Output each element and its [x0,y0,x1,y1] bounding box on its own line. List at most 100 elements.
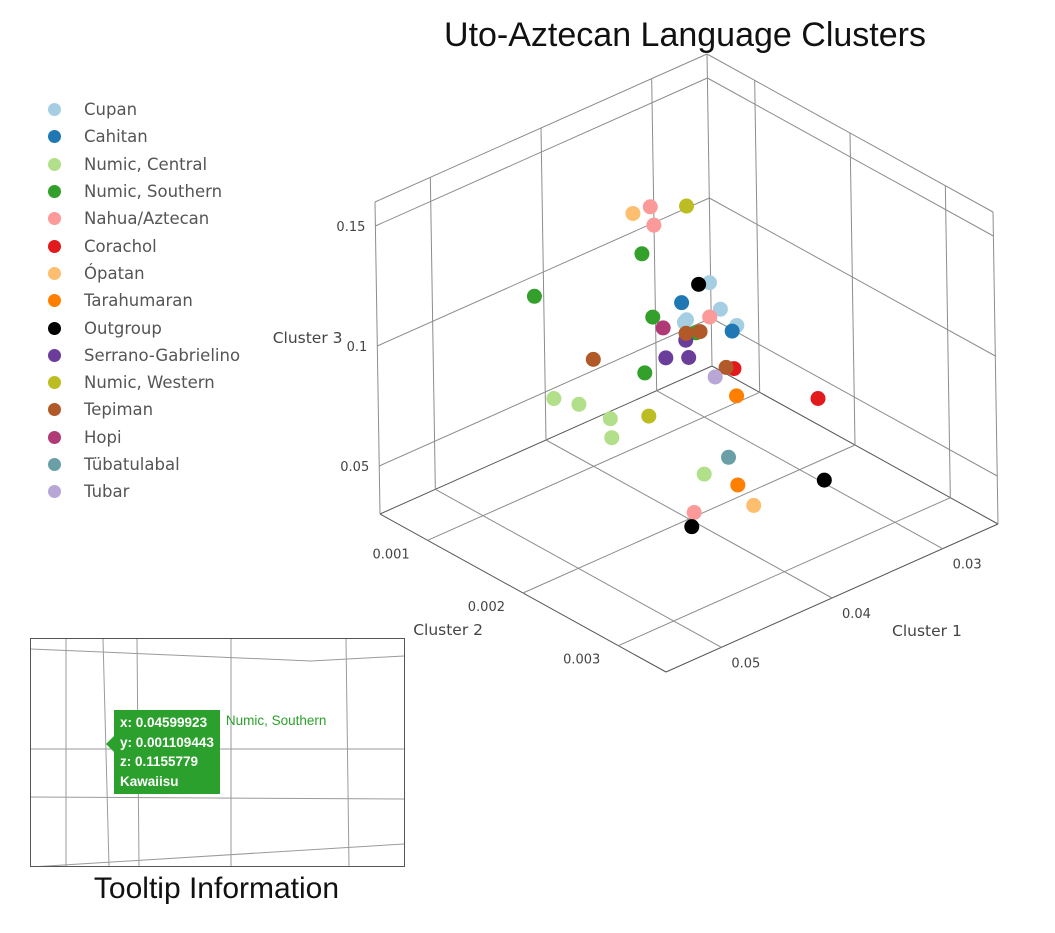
legend-label: Corachol [84,236,157,256]
wall-grid-x [429,177,436,490]
legend-label: Ópatan [84,263,145,283]
legend-swatch [48,239,61,253]
inset-grid-line [310,655,404,662]
x-axis-title: Cluster 1 [892,622,962,640]
data-point[interactable]: Tepiman [718,359,734,375]
floor-grid-y [427,391,760,541]
wall-grid-z [707,77,994,237]
legend-item[interactable]: Tubar [48,478,240,505]
data-point[interactable]: Tarahumaran [730,477,746,493]
data-point[interactable]: Numic, Central [546,391,562,407]
data-point[interactable]: Numic, Central [604,430,620,446]
legend-swatch [48,485,61,499]
data-point[interactable]: Numic, Southern [637,365,653,381]
data-point[interactable]: Numic, Southern [526,288,542,304]
legend-swatch [48,348,61,362]
floor-grid-y [522,444,856,594]
legend: Cupan Cahitan Numic, Central Numic, Souther… [48,96,240,505]
data-point[interactable]: Numic, Western [641,408,657,424]
wall-edge [992,211,999,525]
legend-label: Numic, Western [84,373,215,393]
data-point[interactable]: Cahitan [674,295,690,311]
legend-label: Tarahumaran [84,291,193,311]
data-point[interactable]: Nahua/Aztecan [686,504,702,520]
data-point[interactable]: Tubar [707,369,723,385]
tooltip-z: z: 0.1155779 [120,754,199,769]
legend-item[interactable]: Outgroup [48,314,240,341]
x-tick-label: 0.04 [842,607,871,622]
legend-item[interactable]: Tepiman [48,396,240,423]
data-point[interactable]: Outgroup [816,472,832,488]
legend-swatch [48,212,61,226]
legend-label: Nahua/Aztecan [84,209,210,229]
legend-item[interactable]: Tübatulabal [48,451,240,478]
data-point[interactable]: Tepiman [692,324,708,340]
grid-3d [374,53,999,673]
data-points[interactable]: CupanCupanCupanCupanCupanCahitanCahitanN… [526,198,832,535]
data-point[interactable]: Numic, Central [696,466,712,482]
data-point[interactable]: Serrano-Gabrielino [681,349,697,365]
data-point[interactable]: Numic, Southern [634,246,650,262]
legend-item[interactable]: Cupan [48,96,240,123]
legend-item[interactable]: Nahua/Aztecan [48,205,240,232]
data-point[interactable]: Tarahumaran [729,388,745,404]
wall-grid-z [710,317,998,477]
data-point[interactable]: Cupan [678,312,694,328]
legend-swatch [48,130,61,144]
wall-grid-y [849,132,856,446]
legend-label: Tepiman [84,400,154,420]
tooltip-x: x: 0.04599923 [120,715,208,730]
tooltip-name: Kawaiisu [120,773,179,789]
y-tick-label: 0.003 [563,653,600,668]
legend-swatch [48,321,61,335]
wall-grid-x [651,78,658,391]
legend-swatch [48,430,61,444]
scatter-3d-plot[interactable]: 0.03 0.04 0.05 0.001 0.002 0.003 0.15 0.1 0.05 Cl… [0,0,1055,700]
data-point[interactable]: Serrano-Gabrielino [658,350,674,366]
data-point[interactable]: Outgroup [684,519,700,535]
data-point[interactable]: Ópatan [746,497,762,513]
legend-item[interactable]: Hopi [48,424,240,451]
legend-swatch [48,266,61,280]
data-point[interactable]: Ópatan [625,205,641,221]
data-point[interactable]: Nahua/Aztecan [702,309,718,325]
wall-grid-y [944,185,951,498]
x-tick-label: 0.03 [953,558,982,573]
data-point[interactable]: Outgroup [691,276,707,292]
chart-title: Uto-Aztecan Language Clusters [444,16,926,54]
data-point[interactable]: Numic, Southern [645,309,661,325]
data-point[interactable]: Nahua/Aztecan [642,199,658,215]
data-point[interactable]: Corachol [810,390,826,406]
y-axis-title: Cluster 2 [413,621,483,639]
legend-swatch [48,294,61,308]
data-point[interactable]: Nahua/Aztecan [646,217,662,233]
legend-label: Numic, Southern [84,182,223,202]
tooltip-box: x: 0.04599923 y: 0.001109443 z: 0.115577… [106,710,220,794]
z-tick-label: 0.15 [336,220,365,235]
data-point[interactable]: Cahitan [724,323,740,339]
data-point[interactable]: Tübatulabal [721,449,737,465]
data-point[interactable]: Tepiman [678,325,694,341]
legend-item[interactable]: Numic, Western [48,369,240,396]
data-point[interactable]: Numic, Central [571,396,587,412]
wall-grid-y [754,80,761,393]
y-tick-label: 0.002 [468,600,505,615]
legend-item[interactable]: Corachol [48,232,240,259]
inset-grid-line [31,648,312,662]
tooltip-y: y: 0.001109443 [120,734,214,750]
tooltip-pointer [106,736,114,752]
data-point[interactable]: Cupan [712,301,728,317]
legend-item[interactable]: Cahitan [48,123,240,150]
legend-item[interactable]: Numic, Southern [48,178,240,205]
data-point[interactable]: Hopi [655,320,671,336]
legend-item[interactable]: Serrano-Gabrielino [48,342,240,369]
legend-item[interactable]: Tarahumaran [48,287,240,314]
data-point[interactable]: Numic, Central [602,411,618,427]
tooltip: x: 0.04599923 y: 0.001109443 z: 0.115577… [106,710,326,794]
data-point[interactable]: Numic, Western [679,198,695,214]
data-point[interactable]: Tepiman [585,351,601,367]
legend-item[interactable]: Numic, Central [48,151,240,178]
legend-item[interactable]: Ópatan [48,260,240,287]
legend-label: Hopi [84,427,122,447]
legend-swatch [48,458,61,471]
